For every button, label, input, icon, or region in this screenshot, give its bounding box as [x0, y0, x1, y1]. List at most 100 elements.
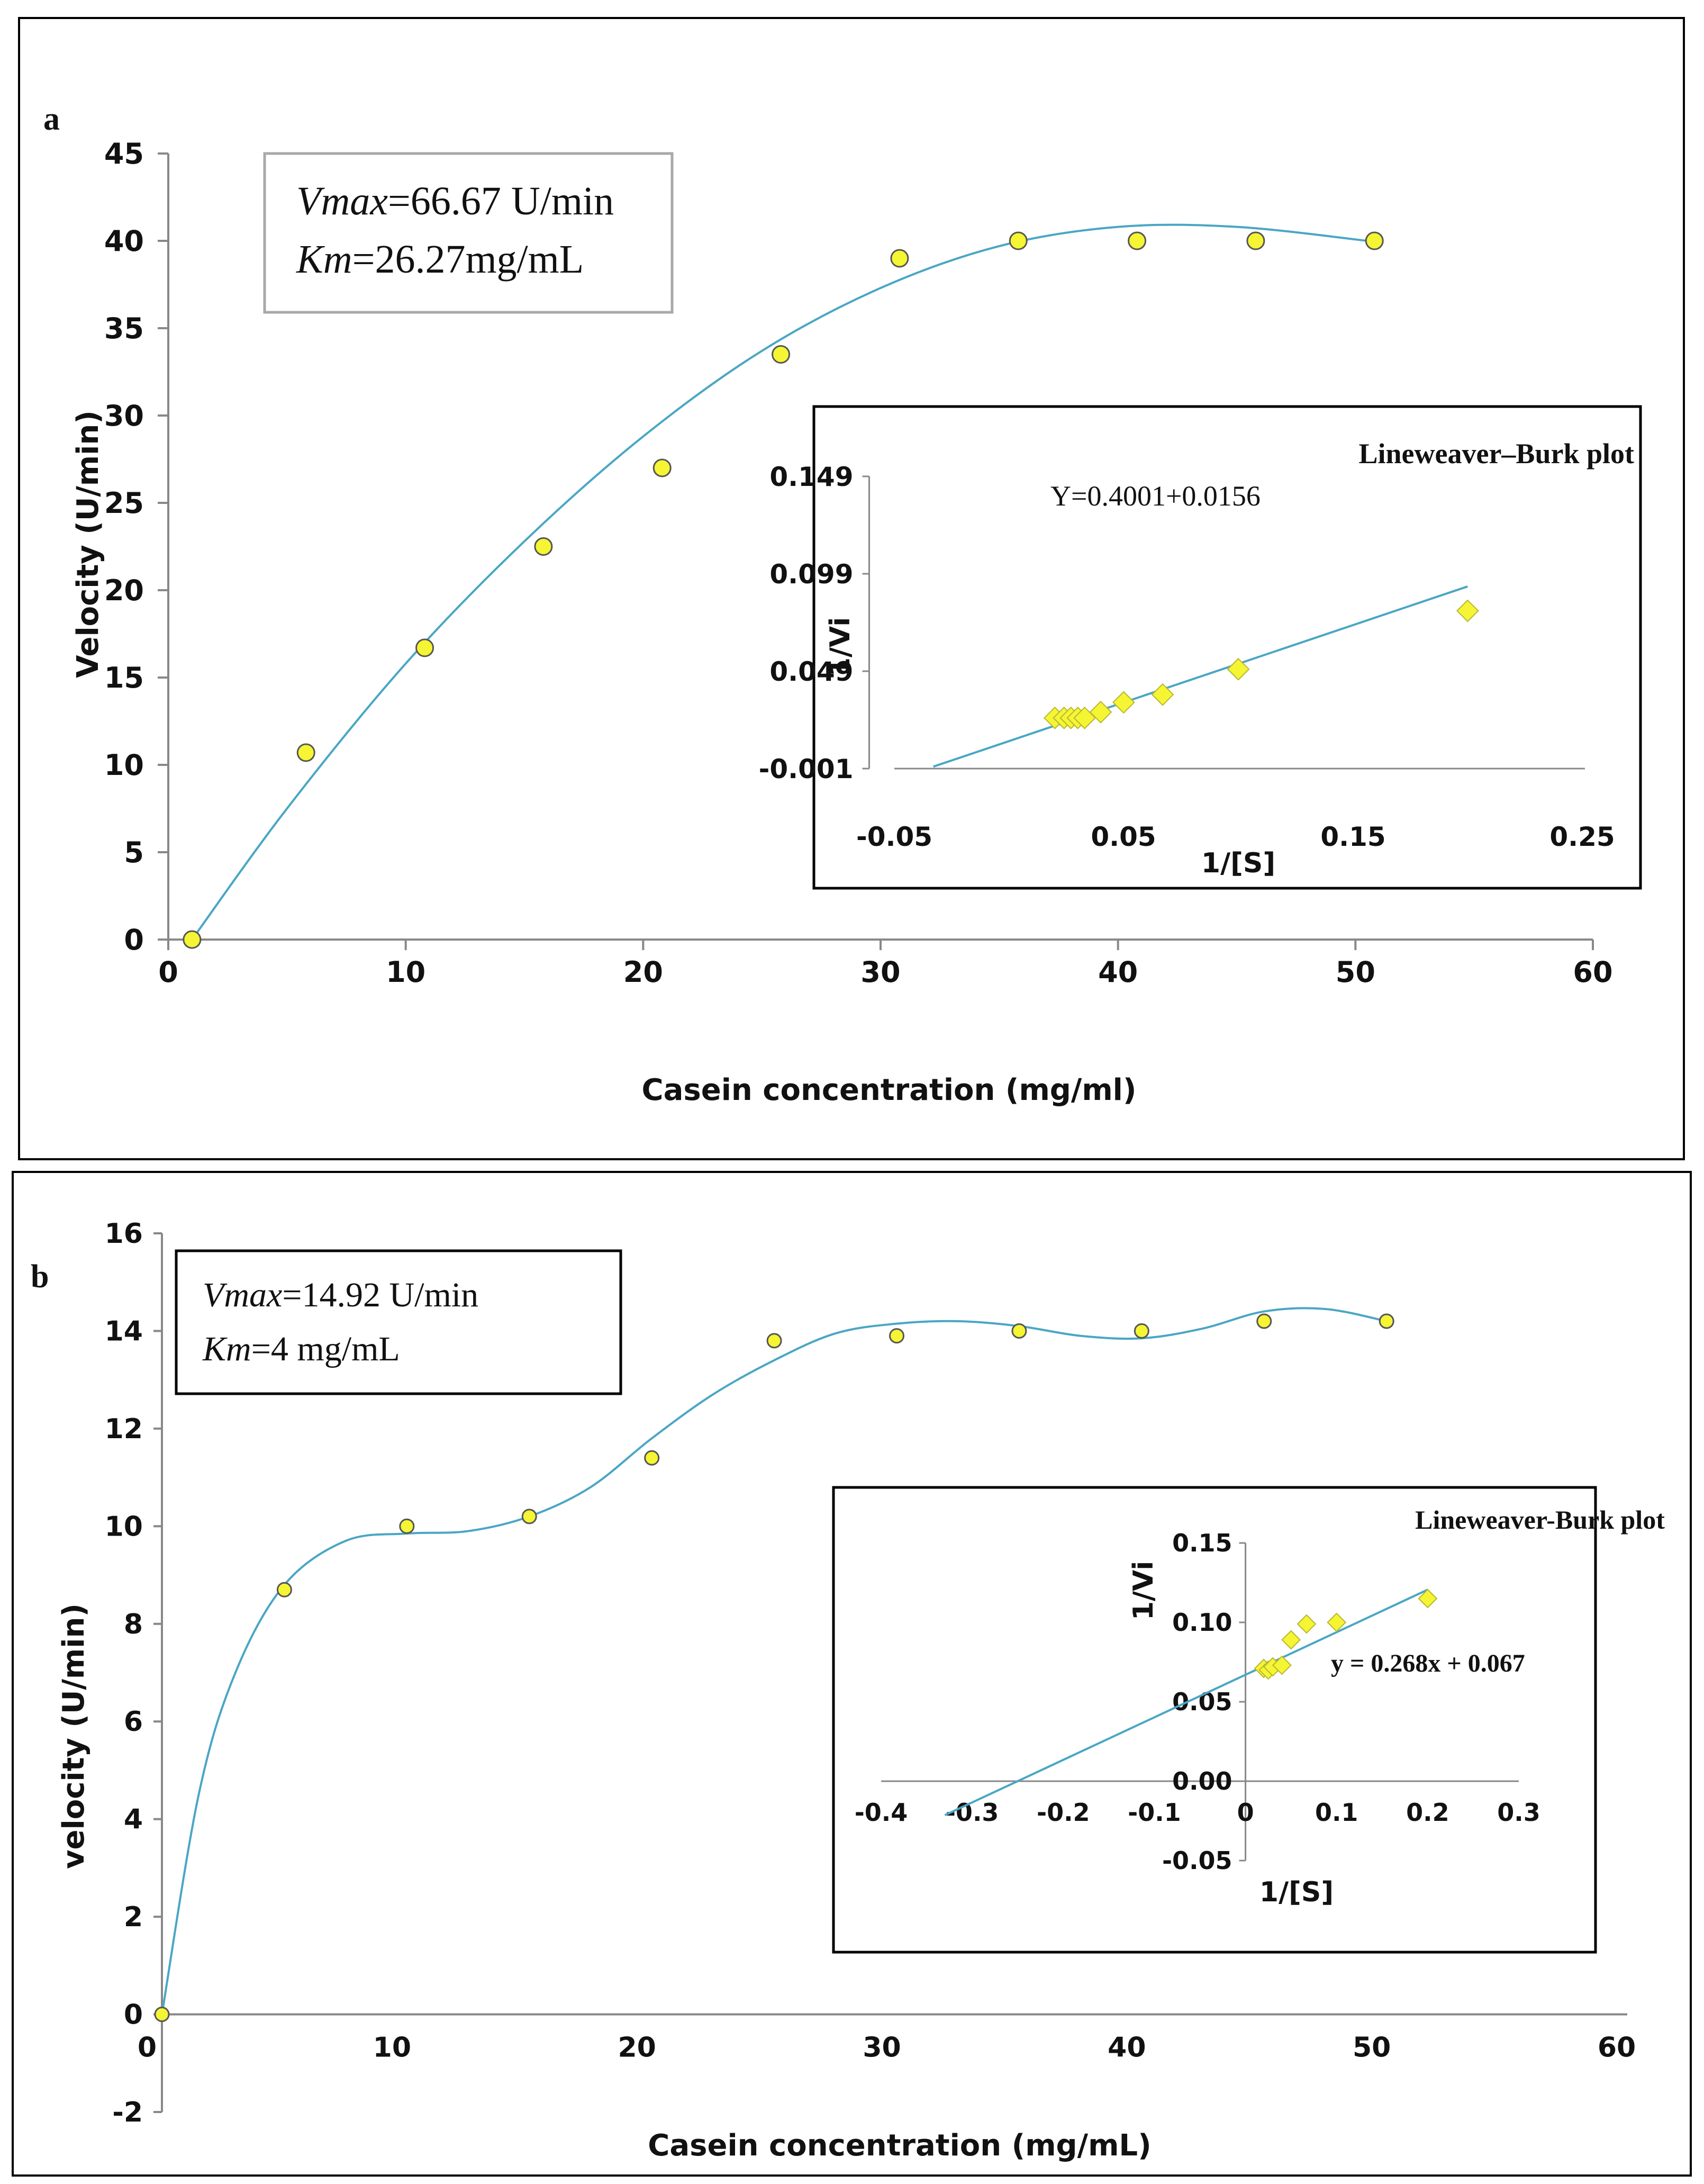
panel-a-y-tick-label: 35 [104, 312, 144, 345]
panel-a-inset-y-tick-label: 0.049 [769, 656, 853, 687]
panel-b-y-axis-title: velocity (U/min) [57, 1603, 91, 1869]
panel-a-inset-data-point [1112, 691, 1135, 714]
panel-b-fit-curve [161, 1307, 1387, 2015]
panel-b-inset-x-tick-label: 0.3 [1497, 1798, 1540, 1827]
panel-b-x-tick-label: 50 [1353, 2032, 1391, 2064]
panel-b-data-point [889, 1328, 904, 1344]
panel-b-x-tick-label: 40 [1108, 2032, 1146, 2064]
panel-b-inset-x-tick-label: -0.2 [1037, 1798, 1090, 1827]
panel-a-data-points [183, 231, 1384, 949]
panel-b-tick-labels: 0 10 20 30 40 50 60 -2 0 2 4 6 8 10 12 14 16 [105, 1218, 1636, 2128]
panel-a-axes [158, 152, 1594, 950]
panel-a-label: a [43, 101, 60, 137]
panel-a-data-point [534, 537, 553, 556]
panel-a-data-point [1009, 231, 1028, 250]
panel-b-inset-y-tick-label: -0.05 [1162, 1846, 1232, 1875]
panel-a-data-point [652, 458, 672, 477]
panel-b-data-point [1256, 1313, 1272, 1329]
panel-a-inset-fit-line-segment [933, 585, 1468, 768]
panel-a-inset-data-point [1151, 683, 1174, 706]
panel-b-inset-x-tick-label: 0 [1237, 1798, 1254, 1827]
panel-b-inset-tick-labels: -0.4 -0.3 -0.2 -0.1 0 0.1 0.2 0.3-0.050.000.050… [855, 1529, 1540, 1875]
panel-a-x-tick-label: 20 [623, 955, 663, 989]
panel-a-inset-title: Lineweaver–Burk plot [1359, 438, 1635, 470]
panel-a-fit-curve [191, 223, 1367, 941]
panel-b-y-tick-label: -2 [112, 2097, 143, 2128]
panel-a-inset-axes [862, 475, 1585, 770]
panel-b-inset-x-tick-label: 0.2 [1406, 1798, 1449, 1827]
panel-a-inset-data-point [1089, 700, 1112, 724]
panel-b-vmax-line: Vmax=14.92 U/min [203, 1276, 478, 1314]
panel-a-x-tick-label: 0 [158, 955, 178, 989]
panel-b-inset-x-tick-label: 0.1 [1315, 1798, 1358, 1827]
panel-b-inset-title: Lineweaver-Burk plot [1415, 1505, 1665, 1535]
panel-a-x-tick-label: 60 [1573, 955, 1612, 989]
panel-b-inset-data-point [1297, 1614, 1317, 1634]
panel-a-inset-equation: Y=0.4001+0.0156 [1050, 480, 1261, 512]
panel-b-inset: Lineweaver-Burk plot y = 0.268x + 0.067 … [832, 1486, 1665, 1954]
panel-a-vmax-line: Vmax=66.67 U/min [296, 179, 614, 223]
panel-a: a 0 10 20 30 40 50 60 0 5 10 15 20 25 30 35 40 45 Casein… [43, 101, 1642, 1107]
panel-b-y-tick-label: 0 [124, 1999, 143, 2031]
panel-a-inset: Lineweaver–Burk plot Y=0.4001+0.0156 -0.… [759, 405, 1642, 890]
panel-a-inset-fit-line [933, 585, 1468, 768]
panel-b-inset-data-point [1327, 1612, 1347, 1632]
panel-b-inset-fit-line [944, 1589, 1428, 1817]
panel-b-inset-equation: y = 0.268x + 0.067 [1331, 1649, 1525, 1677]
panel-b-x-tick-label: 30 [863, 2032, 901, 2064]
panel-b-data-points [154, 1313, 1394, 2023]
panel-a-x-axis-title: Casein concentration (mg/ml) [642, 1073, 1137, 1107]
panel-a-data-point [1246, 231, 1265, 250]
panel-a-x-tick-label: 30 [860, 955, 900, 989]
panel-a-x-tick-label: 50 [1336, 955, 1375, 989]
panel-b-inset-y-tick-label: 0.00 [1172, 1767, 1232, 1795]
panel-a-x-tick-label: 40 [1098, 955, 1138, 989]
panel-a-x-tick-label: 10 [386, 955, 425, 989]
panel-b-inset-x-tick-label: -0.1 [1128, 1798, 1181, 1827]
panel-b-data-point [766, 1333, 782, 1349]
panel-b-y-tick-label: 14 [105, 1315, 143, 1347]
panel-b-x-tick-label: 10 [373, 2032, 411, 2064]
panel-b-x-axis-title: Casein concentration (mg/mL) [648, 2128, 1151, 2163]
panel-a-inset-x-tick-label: -0.05 [856, 822, 932, 852]
panel-b-inset-x-tick-label: -0.4 [855, 1798, 908, 1827]
panel-b-inset-axes [881, 1542, 1519, 1862]
panel-b-inset-y-tick-label: 0.05 [1172, 1687, 1232, 1716]
panel-b-data-point [399, 1518, 415, 1534]
panel-b-inset-data-points [1254, 1589, 1438, 1680]
panel-b-y-tick-label: 2 [124, 1901, 143, 1933]
panel-b-y-tick-label: 12 [105, 1413, 143, 1445]
panel-b-y-tick-label: 4 [124, 1804, 143, 1836]
panel-b-inset-data-point [1272, 1655, 1292, 1675]
panel-b-inset-y-axis-title: 1/Vi [1128, 1561, 1159, 1620]
panel-a-inset-tick-labels: -0.05 0.05 0.15 0.25 -0.001 0.049 0.099 0.149 [759, 462, 1615, 852]
panel-a-inset-data-point [1456, 599, 1479, 622]
panel-a-inset-y-tick-label: -0.001 [759, 754, 854, 784]
panel-b-inset-data-point [1281, 1630, 1301, 1650]
panel-b-y-tick-label: 6 [124, 1706, 143, 1738]
panel-a-y-tick-label: 45 [104, 137, 144, 170]
panel-a-y-axis-title: Velocity (U/min) [71, 410, 105, 678]
panel-b-inset-y-tick-label: 0.15 [1172, 1529, 1232, 1557]
panel-a-y-tick-label: 30 [104, 399, 144, 432]
panel-b-inset-x-axis-title: 1/[S] [1259, 1876, 1334, 1908]
panel-b-y-tick-label: 10 [105, 1511, 143, 1542]
panel-b-label: b [31, 1259, 49, 1295]
panel-a-y-tick-label: 25 [104, 486, 144, 520]
panel-b: b 0 10 20 30 40 50 60 -2 0 2 4 6 8 10 12 14 16 Casein co… [31, 1218, 1665, 2163]
panel-a-km-line: Km=26.27mg/mL [296, 237, 584, 282]
panel-b-inset-data-point [1418, 1589, 1438, 1609]
panel-b-data-point [1379, 1313, 1394, 1329]
panel-b-data-point [521, 1509, 537, 1524]
panel-a-data-point [1128, 231, 1147, 250]
panel-b-data-point [644, 1450, 660, 1466]
panel-a-data-point [1365, 231, 1384, 250]
panel-b-data-point [154, 2007, 170, 2023]
panel-a-y-tick-label: 15 [104, 661, 144, 694]
panel-a-data-point [890, 249, 909, 268]
panel-b-km-line: Km=4 mg/mL [202, 1330, 400, 1368]
panel-a-inset-x-axis-title: 1/[S] [1201, 847, 1275, 879]
panel-b-x-tick-label: 20 [618, 2032, 656, 2064]
panel-b-x-tick-label: 0 [138, 2032, 157, 2064]
